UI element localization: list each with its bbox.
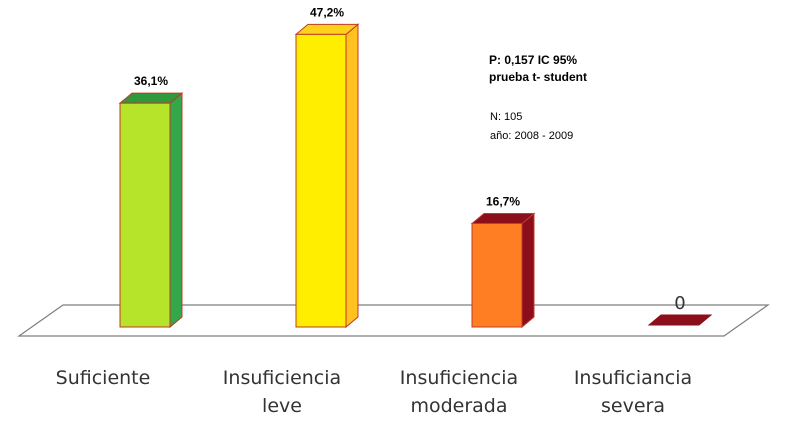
data-label: 0 xyxy=(674,293,685,314)
annotation-n: N: 105 xyxy=(490,111,522,123)
bar-front xyxy=(295,33,347,328)
bar-side xyxy=(169,92,183,329)
annotation-stats-line2: prueba t- student xyxy=(489,70,587,84)
annotation-stats-line1: P: 0,157 IC 95% xyxy=(489,53,577,67)
data-label: 16,7% xyxy=(486,194,520,208)
bar xyxy=(470,212,536,329)
bar-side xyxy=(521,212,535,329)
category-label: Insuficiancia xyxy=(574,367,692,389)
category-label: moderada xyxy=(410,395,507,417)
bar-front xyxy=(471,222,523,328)
bar xyxy=(647,314,713,326)
bar xyxy=(118,92,184,329)
category-label: leve xyxy=(262,395,302,417)
category-label: Insuficiencia xyxy=(400,367,518,389)
bar-side xyxy=(345,23,359,329)
data-label: 47,2% xyxy=(310,5,344,19)
bar-flat xyxy=(647,314,713,326)
category-label: Insuficiencia xyxy=(223,367,341,389)
bar-front xyxy=(119,102,171,328)
annotation-year: año: 2008 - 2009 xyxy=(490,130,573,142)
category-label: severa xyxy=(601,395,665,417)
bar xyxy=(294,23,360,329)
category-label: Suficiente xyxy=(56,367,151,389)
chart-floor xyxy=(17,304,770,337)
data-label: 36,1% xyxy=(134,74,168,88)
